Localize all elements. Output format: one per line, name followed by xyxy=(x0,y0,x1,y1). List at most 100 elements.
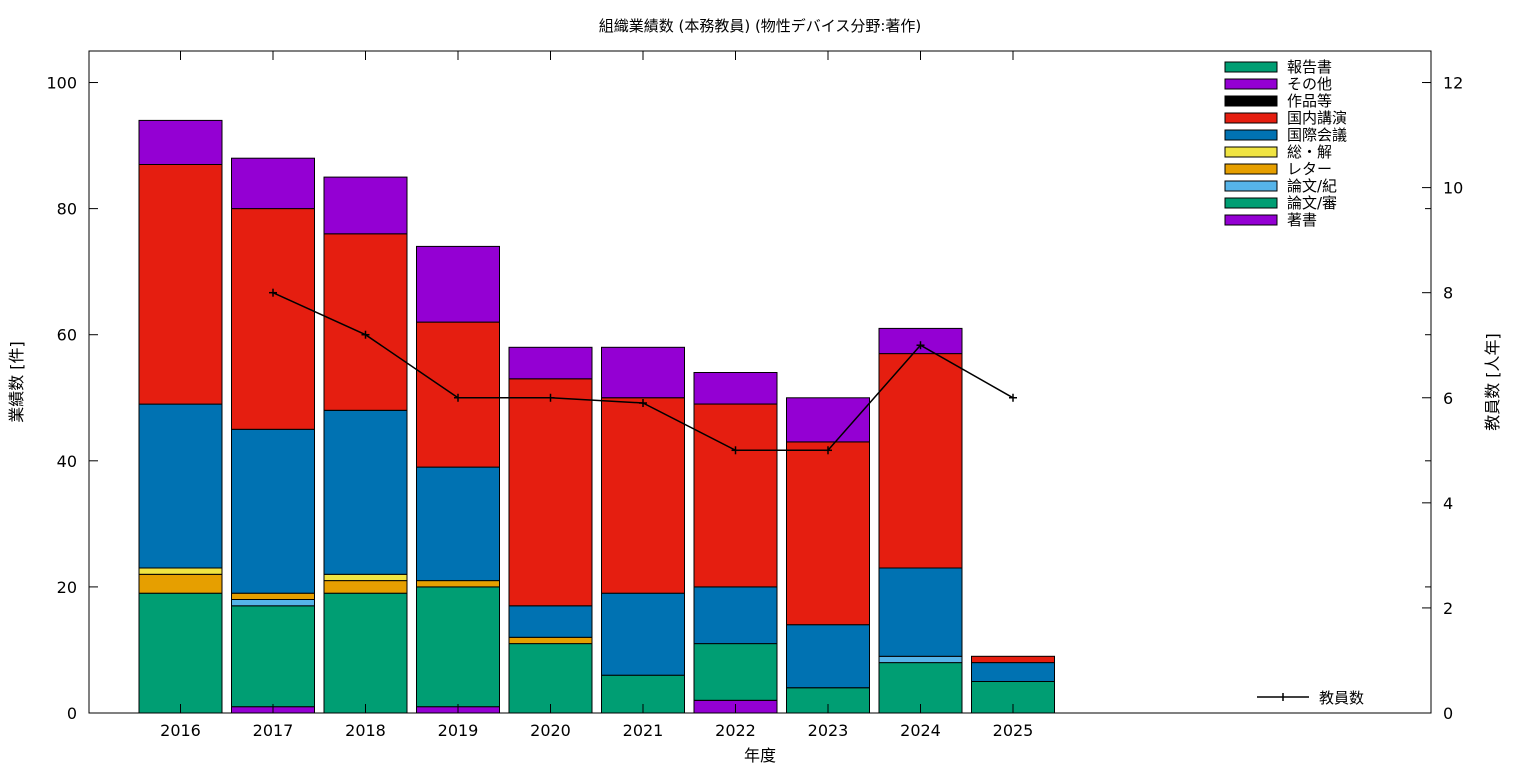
bar-segment-2021-国際会議 xyxy=(601,592,685,676)
x-tick-label: 2018 xyxy=(345,721,386,740)
bar-segment-2016-その他 xyxy=(138,119,223,165)
legend-label: 著書 xyxy=(1287,211,1317,229)
line-point-marker xyxy=(639,399,647,408)
legend-swatch xyxy=(1224,146,1278,158)
bar-segment-2022-その他 xyxy=(693,372,778,405)
x-tick-label: 2020 xyxy=(530,721,571,740)
chart-title: 組織業績数 (本務教員) (物性デバイス分野:著作) xyxy=(599,17,922,35)
y2-tick-label: 4 xyxy=(1443,494,1453,513)
bar-segment-2024-その他 xyxy=(878,327,963,355)
bar-segment-2016-国内講演 xyxy=(138,164,223,405)
bar-segment-2025-国内講演 xyxy=(971,655,1055,664)
legend-label: 総・解 xyxy=(1287,143,1332,161)
bar-segment-2018-総・解 xyxy=(323,573,408,582)
legend-swatch xyxy=(1224,180,1278,192)
plot-frame xyxy=(88,50,1432,714)
line-point-marker xyxy=(916,341,925,350)
legend-label: 論文/紀 xyxy=(1287,177,1337,195)
line-point-marker xyxy=(731,446,740,455)
bar-segment-2020-論文/審 xyxy=(508,643,593,714)
y-tick-label: 0 xyxy=(67,704,77,723)
y2-tick-label: 12 xyxy=(1443,74,1463,93)
bar-segment-2016-国際会議 xyxy=(138,403,223,569)
bar-segment-2017-国内講演 xyxy=(231,208,315,430)
legend-item: レター xyxy=(1224,160,1332,178)
bar-segment-2018-論文/審 xyxy=(323,592,408,714)
legend-label: 国際会議 xyxy=(1287,126,1347,144)
legend-label: 報告書 xyxy=(1287,58,1332,76)
bar-segment-2017-論文/審 xyxy=(231,605,315,708)
x-axis-label: 年度 xyxy=(744,746,776,765)
legend-item-line: 教員数 xyxy=(1257,689,1364,707)
x-tick-label: 2019 xyxy=(438,721,479,740)
bar-segment-2018-その他 xyxy=(323,176,408,235)
bar-segment-2018-レター xyxy=(323,580,408,594)
bar-segment-2020-国際会議 xyxy=(508,605,593,638)
legend-swatch xyxy=(1224,61,1278,73)
line-point-marker xyxy=(454,393,462,402)
x-tick-label: 2017 xyxy=(253,721,294,740)
bar-segment-2024-国内講演 xyxy=(878,353,963,569)
bar-segment-2021-国内講演 xyxy=(601,397,685,594)
legend-item: 作品等 xyxy=(1224,92,1332,110)
x-tick-label: 2023 xyxy=(808,721,849,740)
y2-tick-label: 10 xyxy=(1443,179,1463,198)
legend-item: 著書 xyxy=(1224,211,1317,229)
bar-segment-2023-その他 xyxy=(786,397,870,443)
legend-item: 国内講演 xyxy=(1224,109,1347,127)
bar-segment-2020-国内講演 xyxy=(508,378,593,607)
legend-swatch xyxy=(1224,95,1278,107)
legend-swatch xyxy=(1224,214,1278,226)
y-tick-label: 80 xyxy=(57,200,77,219)
bar-segment-2017-国際会議 xyxy=(231,428,315,594)
bar-segment-2019-国際会議 xyxy=(416,466,500,582)
bar-segment-2022-国内講演 xyxy=(693,403,778,588)
legend-label: その他 xyxy=(1287,75,1332,93)
bar-segment-2018-国際会議 xyxy=(323,409,408,575)
bar-segment-2020-その他 xyxy=(508,346,593,380)
line-point-marker xyxy=(269,288,277,297)
bar-segment-2025-国際会議 xyxy=(971,662,1055,682)
bar-segment-2019-論文/審 xyxy=(416,586,500,708)
y-tick-label: 20 xyxy=(57,578,77,597)
line-point-marker xyxy=(361,330,370,339)
y-tick-label: 60 xyxy=(57,326,77,345)
legend-label: 国内講演 xyxy=(1287,109,1347,127)
bar-segment-2020-レター xyxy=(508,636,593,645)
legend-swatch xyxy=(1224,197,1278,209)
legend-item: その他 xyxy=(1224,75,1332,93)
legend-item: 報告書 xyxy=(1224,58,1332,76)
legend-label: レター xyxy=(1287,160,1332,178)
legend-label: 作品等 xyxy=(1287,92,1332,110)
line-point-marker xyxy=(824,446,832,455)
x-tick-label: 2024 xyxy=(900,721,941,740)
y2-tick-label: 6 xyxy=(1443,389,1453,408)
legend-label: 論文/審 xyxy=(1287,194,1337,212)
bar-segment-2019-レター xyxy=(416,580,500,588)
legend-line-label: 教員数 xyxy=(1319,689,1364,707)
y2-tick-label: 2 xyxy=(1443,599,1453,618)
x-tick-label: 2022 xyxy=(715,721,756,740)
bar-segment-2024-国際会議 xyxy=(878,567,963,657)
line-point-marker xyxy=(546,393,555,402)
legend-item: 国際会議 xyxy=(1224,126,1347,144)
bar-segment-2023-国内講演 xyxy=(786,441,870,626)
bar-segment-2023-国際会議 xyxy=(786,624,870,689)
y-tick-label: 40 xyxy=(57,452,77,471)
y-axis-label: 業績数 [件] xyxy=(7,341,26,423)
bar-segment-2022-論文/審 xyxy=(693,643,778,701)
bar-segment-2022-国際会議 xyxy=(693,586,778,645)
legend-item: 論文/審 xyxy=(1224,194,1337,212)
y-tick-label: 100 xyxy=(46,74,77,93)
y2-axis-label: 教員数 [人年] xyxy=(1483,333,1502,431)
legend-swatch xyxy=(1224,163,1278,175)
x-tick-label: 2016 xyxy=(160,721,201,740)
plot-area xyxy=(138,119,1055,714)
y2-tick-label: 8 xyxy=(1443,284,1453,303)
line-point-marker xyxy=(1009,393,1017,402)
bar-segment-2024-論文/紀 xyxy=(878,655,963,664)
x-tick-label: 2025 xyxy=(993,721,1034,740)
bar-segment-2017-その他 xyxy=(231,157,315,210)
